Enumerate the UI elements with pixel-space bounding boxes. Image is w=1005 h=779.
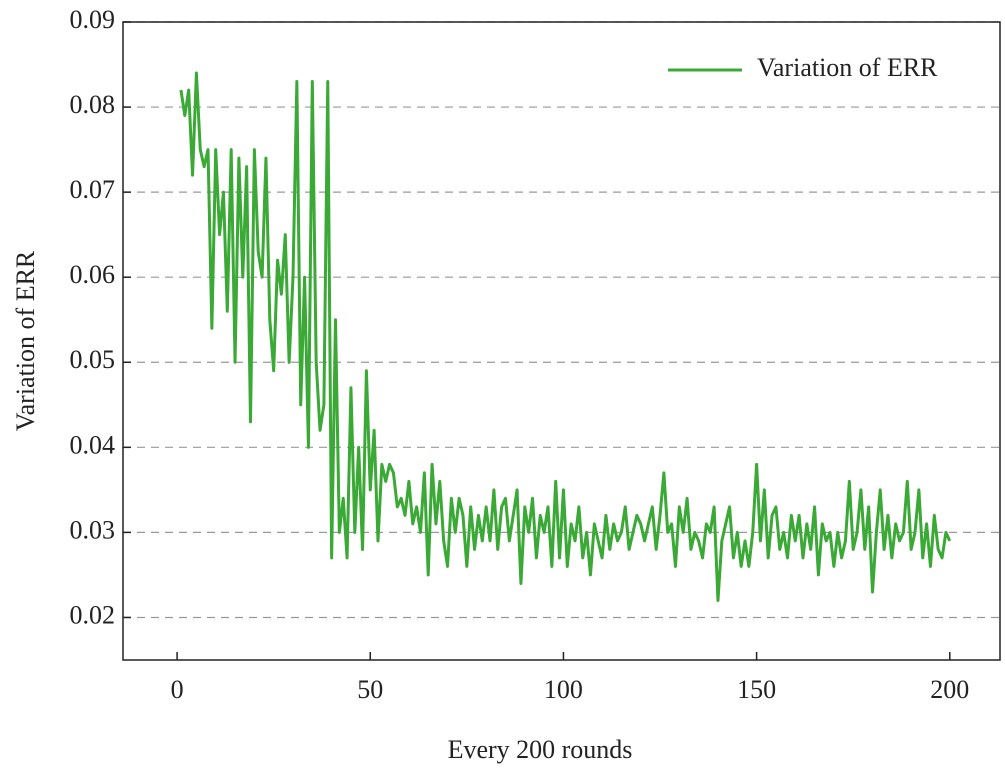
x-tick-label: 200 — [930, 675, 969, 704]
legend-label: Variation of ERR — [757, 53, 938, 82]
y-axis-label: Variation of ERR — [11, 250, 40, 431]
x-tick-label: 0 — [171, 675, 184, 704]
y-tick-label: 0.03 — [70, 515, 116, 544]
x-tick-label: 100 — [544, 675, 583, 704]
y-tick-label: 0.04 — [70, 430, 116, 459]
y-tick-label: 0.05 — [70, 345, 116, 374]
x-tick-label: 150 — [737, 675, 776, 704]
y-tick-label: 0.06 — [70, 260, 116, 289]
x-axis-label: Every 200 rounds — [448, 735, 633, 764]
y-tick-label: 0.08 — [70, 90, 116, 119]
y-tick-label: 0.07 — [70, 175, 116, 204]
y-tick-label: 0.02 — [70, 600, 116, 629]
data-line — [179, 71, 952, 602]
plot-frame — [122, 21, 1001, 661]
x-tick-label: 50 — [357, 675, 383, 704]
y-tick-label: 0.09 — [70, 5, 116, 34]
